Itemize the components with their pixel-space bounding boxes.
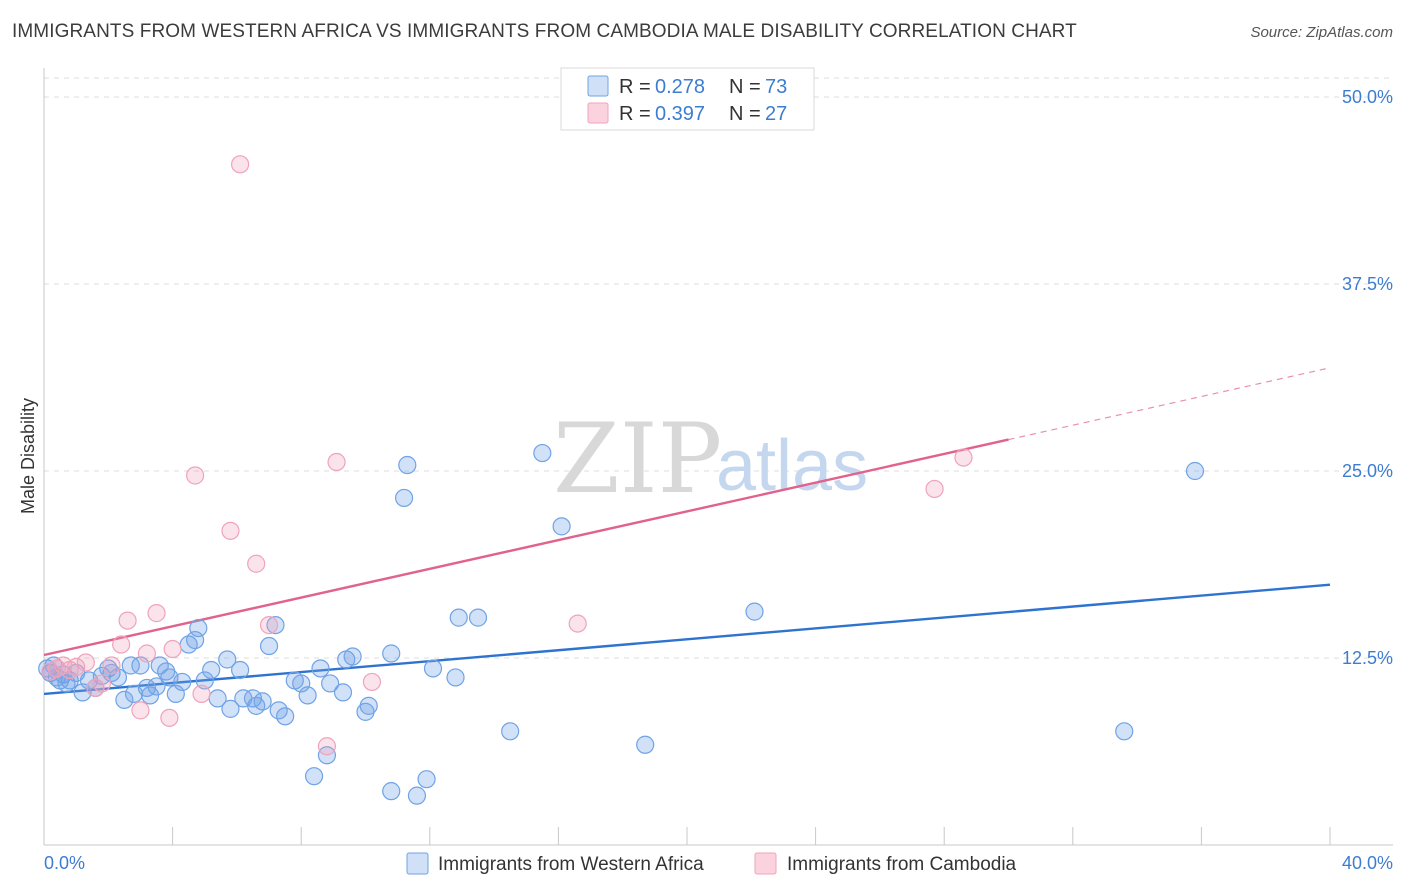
data-point: [147, 677, 166, 696]
data-point: [231, 660, 250, 680]
data-point: [1185, 461, 1205, 481]
watermark: ZIP atlas: [553, 403, 868, 515]
bottom-legend-swatch-western-africa: [406, 852, 429, 875]
data-point: [221, 521, 240, 540]
data-point: [140, 686, 160, 705]
legend-r-value: 0.397: [655, 103, 705, 125]
data-point: [102, 656, 121, 675]
data-point: [186, 466, 205, 485]
y-tick-labels: 12.5% 25.0% 37.5% 50.0%: [1342, 87, 1393, 668]
source-label: Source: ZipAtlas.com: [1250, 24, 1393, 41]
data-point: [173, 672, 192, 692]
data-point: [160, 708, 179, 727]
trend-line-1: [43, 438, 1009, 657]
chart-title: IMMIGRANTS FROM WESTERN AFRICA VS IMMIGR…: [12, 21, 1077, 42]
data-point: [636, 735, 655, 754]
data-point: [131, 701, 150, 720]
data-point: [327, 452, 346, 472]
data-point: [195, 671, 214, 690]
legend-swatch-western-africa: [587, 75, 609, 97]
legend-r-value: 0.278: [655, 76, 705, 98]
series-legend: Immigrants from Western Africa Immigrant…: [406, 852, 1017, 875]
watermark-atlas: atlas: [716, 426, 868, 506]
bottom-legend-label-cambodia: Immigrants from Cambodia: [787, 854, 1017, 875]
data-point: [359, 696, 378, 715]
data-point: [321, 674, 340, 693]
axis-layer: [43, 68, 1393, 846]
data-point: [115, 690, 134, 709]
data-point: [568, 614, 587, 633]
data-point: [76, 653, 95, 672]
y-axis-title: Male Disability: [18, 398, 38, 514]
data-point: [121, 656, 140, 675]
stats-legend: R = 0.278 N = 73 R = 0.397 N = 27: [560, 67, 815, 131]
legend-swatch-cambodia: [587, 102, 609, 124]
data-point: [398, 455, 417, 475]
data-point: [333, 683, 353, 702]
data-point: [394, 488, 414, 508]
data-point: [67, 657, 86, 677]
legend-n-value: 73: [765, 76, 787, 98]
data-point: [449, 608, 468, 627]
data-point: [1115, 722, 1134, 741]
data-point: [533, 443, 552, 463]
data-point: [192, 684, 211, 704]
legend-r-label: R =: [619, 103, 651, 125]
data-point: [259, 636, 279, 656]
data-point: [259, 615, 279, 635]
data-point: [552, 517, 571, 536]
x-tick-label-min: 0.0%: [44, 853, 85, 873]
data-point: [501, 722, 520, 741]
data-point: [745, 602, 764, 621]
data-point: [304, 767, 324, 786]
data-point: [382, 782, 401, 801]
x-tick-label-max: 40.0%: [1342, 853, 1393, 873]
data-point: [954, 448, 973, 467]
data-point: [253, 692, 272, 711]
data-point: [311, 659, 330, 678]
point-layer: [38, 155, 1205, 805]
data-point: [231, 155, 250, 174]
y-tick-label: 50.0%: [1342, 87, 1393, 107]
data-point: [118, 611, 137, 630]
bottom-legend-swatch-cambodia: [754, 852, 777, 875]
y-tick-label: 25.0%: [1342, 461, 1393, 481]
data-point: [112, 635, 131, 654]
data-point: [468, 608, 488, 627]
data-point: [92, 674, 111, 693]
bottom-legend-label-western-africa: Immigrants from Western Africa: [438, 854, 704, 875]
y-tick-label: 12.5%: [1342, 648, 1393, 668]
data-point: [247, 554, 266, 573]
data-point: [218, 650, 237, 669]
legend-n-value: 27: [765, 103, 787, 125]
legend-n-label: N =: [729, 103, 761, 125]
trend-line-0: [43, 583, 1331, 696]
legend-r-label: R =: [619, 76, 651, 98]
data-point: [925, 479, 944, 499]
data-point: [276, 707, 295, 726]
legend-n-label: N =: [729, 76, 761, 98]
trend-line-extension-1: [1008, 367, 1331, 441]
data-point: [362, 672, 382, 692]
data-point: [298, 686, 317, 705]
data-point: [147, 604, 166, 623]
data-point: [137, 644, 156, 663]
data-point: [343, 647, 362, 666]
data-point: [407, 786, 427, 805]
data-point: [266, 615, 285, 635]
data-point: [202, 660, 221, 680]
data-point: [189, 618, 208, 638]
data-point: [186, 630, 205, 650]
data-point: [446, 668, 465, 687]
trend-layer: [43, 367, 1331, 696]
watermark-zip: ZIP: [553, 403, 722, 515]
data-point: [163, 639, 182, 659]
data-point: [382, 644, 401, 663]
data-point: [317, 737, 337, 756]
data-point: [221, 699, 240, 718]
data-point: [417, 770, 436, 789]
data-point: [423, 659, 443, 678]
y-tick-label: 37.5%: [1342, 274, 1393, 294]
